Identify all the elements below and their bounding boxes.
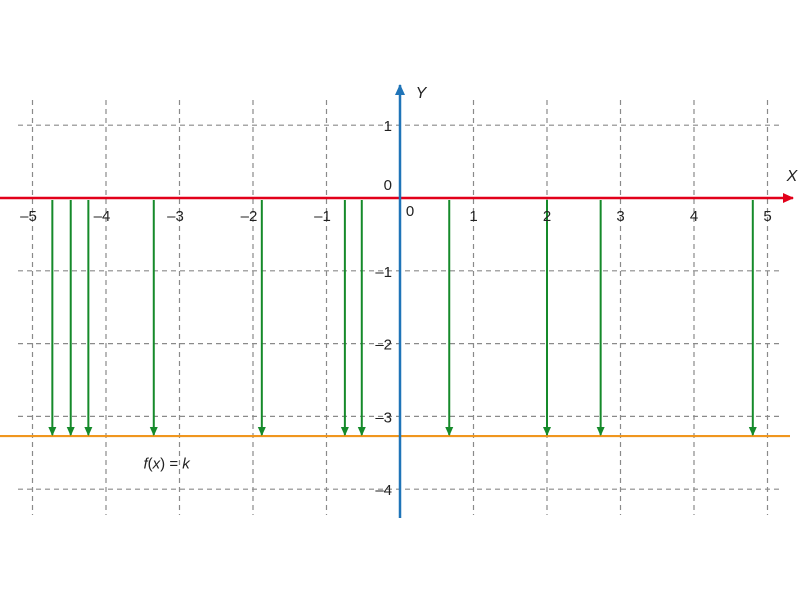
x-tick-label: –3 [167,208,184,225]
function-layer: f(x) = k [0,434,790,473]
projection-arrows [48,200,757,437]
function-label-part: x [152,456,161,473]
x-tick-label: –1 [314,208,331,225]
x-tick-label: –4 [94,208,111,225]
y-axis-name: Y [416,85,428,102]
x-tick-label: 2 [543,208,551,225]
x-tick-label: 4 [690,208,698,225]
function-label-part: ) [160,456,165,473]
function-label-part: ( [148,456,153,473]
x-tick-label: 1 [469,208,477,225]
x-tick-label: 5 [763,208,771,225]
origin-label: 0 [384,177,392,194]
x-axis-name: X [786,168,799,185]
y-tick-label: –2 [375,337,392,354]
axis-labels: –5 –4 –3 –2 –1 1 2 3 4 5 1 –1 –2 –3 –4 00 X Y [20,85,799,499]
x-tick-label: 3 [616,208,624,225]
x-tick-label: –2 [241,208,258,225]
origin-label: 0 [406,203,414,220]
y-tick-label: –1 [375,264,392,281]
y-tick-label: –4 [375,482,392,499]
function-label-part: k [182,456,191,473]
y-tick-label: –3 [375,409,392,426]
axes [0,84,794,518]
function-label-part: f [144,456,150,473]
y-tick-label: 1 [384,118,392,135]
x-tick-label: –5 [20,208,37,225]
function-label: f(x) = k [144,456,192,473]
function-label-part: = [165,456,182,473]
